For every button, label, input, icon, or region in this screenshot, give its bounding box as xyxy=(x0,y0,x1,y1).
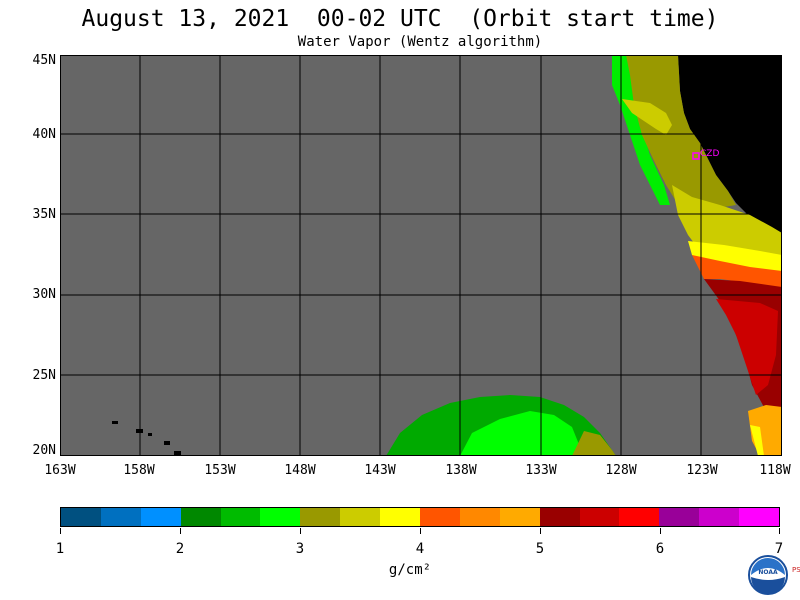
colorbar-swatch xyxy=(499,508,540,526)
colorbar-swatch xyxy=(420,508,460,526)
colorbar-tick xyxy=(779,528,780,534)
lat-label-35n: 35N xyxy=(32,207,56,222)
colorbar-units: g/cm² xyxy=(388,562,432,578)
colorbar-label-1: 1 xyxy=(55,541,65,557)
lon-label-133w: 133W xyxy=(525,463,557,478)
colorbar-tick xyxy=(60,528,61,534)
colorbar-swatch xyxy=(699,508,740,526)
noaa-logo-icon: NOAA xyxy=(748,555,788,595)
lon-label-128w: 128W xyxy=(605,463,637,478)
colorbar-tick xyxy=(540,528,541,534)
colorbar-swatch xyxy=(579,508,620,526)
colorbar-label-4: 4 xyxy=(415,541,425,557)
coastal-swath-red xyxy=(716,299,778,395)
lon-label-118w: 118W xyxy=(759,463,791,478)
colorbar-label-3: 3 xyxy=(295,541,305,557)
lon-label-153w: 153W xyxy=(204,463,236,478)
lat-label-30n: 30N xyxy=(32,287,56,302)
lon-label-143w: 143W xyxy=(364,463,396,478)
colorbar-swatch xyxy=(619,508,660,526)
lat-label-25n: 25N xyxy=(32,368,56,383)
colorbar-swatch xyxy=(100,508,141,526)
lon-label-163w: 163W xyxy=(44,463,76,478)
lat-label-45n: 45N xyxy=(32,53,56,68)
colorbar-swatch xyxy=(260,508,301,526)
lat-label-20n: 20N xyxy=(32,443,56,458)
colorbar-label-5: 5 xyxy=(535,541,545,557)
colorbar-label-7: 7 xyxy=(774,541,784,557)
colorbar-tick xyxy=(660,528,661,534)
water-vapor-map: CZD xyxy=(60,55,782,456)
coastal-swath-yellow-olive xyxy=(622,99,672,135)
page-title: August 13, 2021 00-02 UTC (Orbit start t… xyxy=(81,6,719,32)
coastal-swath-olive xyxy=(626,55,736,207)
colorbar-swatch xyxy=(739,508,780,526)
station-marker-czd: CZD xyxy=(692,149,719,160)
graticule xyxy=(60,55,782,456)
colorbar-label-2: 2 xyxy=(175,541,185,557)
coastal-swath-yellow-mid xyxy=(672,185,782,261)
logo-text: NOAA xyxy=(758,569,778,576)
colorbar-swatch xyxy=(300,508,341,526)
lon-label-148w: 148W xyxy=(284,463,316,478)
colorbar-tick xyxy=(180,528,181,534)
colorbar-swatch xyxy=(220,508,261,526)
colorbar-swatch xyxy=(180,508,221,526)
southern-plume-bright-green xyxy=(460,411,582,456)
lat-label-40n: 40N xyxy=(32,127,56,142)
coastal-swath-south-yellow xyxy=(750,425,764,456)
colorbar-tick xyxy=(420,528,421,534)
colorbar-swatch xyxy=(140,508,181,526)
lon-label-158w: 158W xyxy=(123,463,155,478)
psl-logo-text: PSL xyxy=(792,566,800,574)
colorbar xyxy=(60,507,780,527)
colorbar-swatch xyxy=(340,508,381,526)
coastal-swath-bright-yellow xyxy=(688,241,782,275)
colorbar-tick xyxy=(300,528,301,534)
page-subtitle: Water Vapor (Wentz algorithm) xyxy=(297,34,543,50)
map-frame xyxy=(60,55,782,456)
colorbar-swatch xyxy=(61,508,101,526)
colorbar-swatch xyxy=(539,508,580,526)
southern-plume-olive xyxy=(572,431,616,456)
lon-label-123w: 123W xyxy=(686,463,718,478)
station-label: CZD xyxy=(700,149,719,159)
coastal-swath-orange xyxy=(692,255,782,289)
colorbar-label-6: 6 xyxy=(655,541,665,557)
colorbar-swatch xyxy=(459,508,500,526)
lon-label-138w: 138W xyxy=(445,463,477,478)
land-mass xyxy=(678,55,782,233)
colorbar-swatch xyxy=(659,508,700,526)
colorbar-swatch xyxy=(380,508,421,526)
